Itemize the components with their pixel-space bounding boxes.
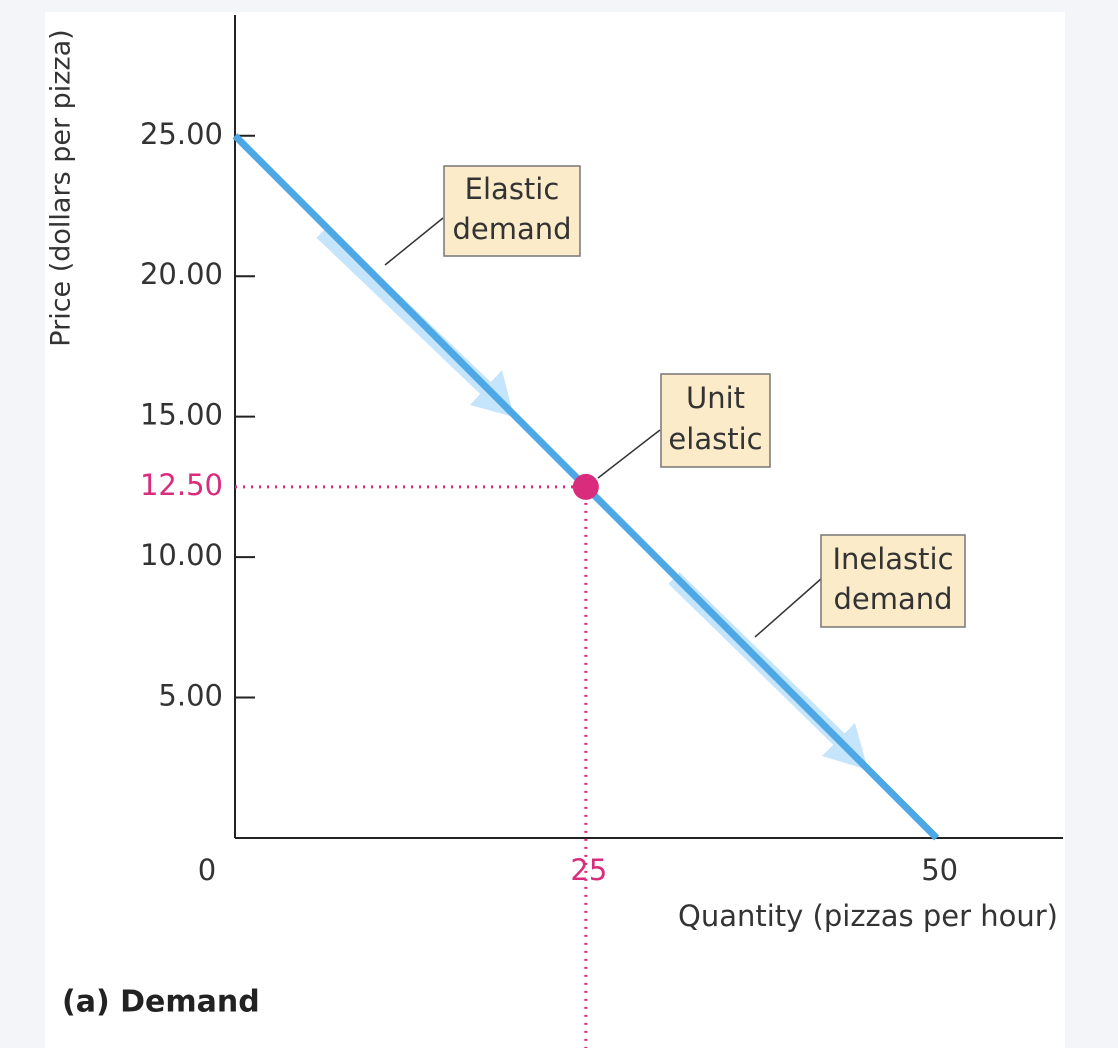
unit-elastic-point xyxy=(572,473,599,500)
x-tick-label: 25 xyxy=(570,853,607,887)
y-tick-label: 5.00 xyxy=(158,679,223,713)
annotation-box xyxy=(660,373,771,468)
annotation-text: demand xyxy=(833,582,952,616)
leader-line xyxy=(597,429,661,479)
y-tick-label: 20.00 xyxy=(140,257,223,291)
annotation-text: Elastic xyxy=(465,172,560,206)
y-tick-label: 25.00 xyxy=(140,117,223,151)
annotation-box xyxy=(443,165,581,257)
x-tick-label: 50 xyxy=(921,853,958,887)
annotation-text: demand xyxy=(452,212,571,246)
annotation-box xyxy=(820,534,966,628)
chart-title: (a) Demand xyxy=(62,985,260,1020)
annotation-text: Inelastic xyxy=(832,542,953,576)
x-tick-label: 0 xyxy=(198,853,216,887)
leader-line xyxy=(384,217,444,266)
y-axis-title: Price (dollars per pizza) xyxy=(46,29,77,346)
x-axis-title: Quantity (pizzas per hour) xyxy=(678,899,1058,933)
point-label: 12.50 xyxy=(140,468,223,502)
leader-line xyxy=(754,577,823,638)
y-tick-label: 10.00 xyxy=(140,538,223,572)
annotation-text: elastic xyxy=(668,422,762,456)
annotation-text: Unit xyxy=(686,381,745,415)
y-tick-label: 15.00 xyxy=(140,398,223,432)
